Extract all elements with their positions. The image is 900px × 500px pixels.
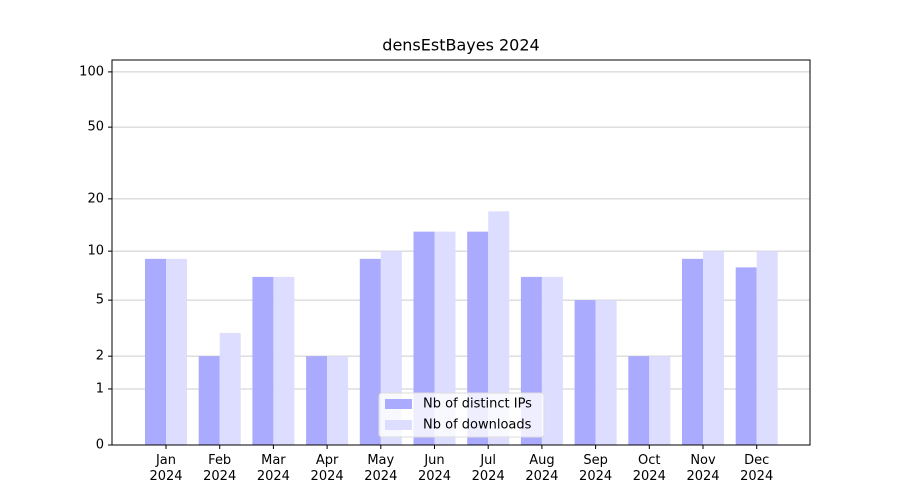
x-tick-label: May 2024 xyxy=(364,453,398,484)
bar xyxy=(628,356,650,445)
bar xyxy=(488,211,510,445)
legend: Nb of distinct IPs Nb of downloads xyxy=(378,392,545,438)
x-tick-label: Feb 2024 xyxy=(203,453,237,484)
x-tick-label: Jun 2024 xyxy=(417,453,452,484)
y-tick-label: 5 xyxy=(96,293,104,308)
x-tick-label: Jul 2024 xyxy=(471,453,505,484)
plot-frame xyxy=(111,59,811,446)
legend-label: Nb of downloads xyxy=(423,418,532,433)
bar xyxy=(735,267,757,445)
bar xyxy=(467,231,489,445)
legend-label: Nb of distinct IPs xyxy=(423,397,532,412)
x-tick-label: Apr 2024 xyxy=(310,453,344,484)
x-tick-label: Jan 2024 xyxy=(149,453,183,484)
legend-box xyxy=(378,392,545,438)
x-tick-label: Sep 2024 xyxy=(579,453,613,484)
y-tick-label: 1 xyxy=(96,381,104,396)
bar xyxy=(327,356,349,445)
bar xyxy=(252,276,274,445)
bar xyxy=(703,251,724,445)
bar xyxy=(682,258,703,445)
bar xyxy=(756,251,778,445)
bar xyxy=(273,276,295,445)
bar xyxy=(574,300,596,445)
bar xyxy=(166,258,187,445)
y-tick-label: 10 xyxy=(87,244,104,259)
x-tick-label: Nov 2024 xyxy=(686,453,720,484)
legend-swatch xyxy=(385,420,412,430)
x-tick-label: Oct 2024 xyxy=(632,453,666,484)
y-tick-label: 20 xyxy=(87,191,104,206)
bar xyxy=(649,356,671,445)
x-tick-label: Aug 2024 xyxy=(525,453,559,484)
bar xyxy=(413,231,435,445)
bar xyxy=(595,300,617,445)
y-tick-label: 0 xyxy=(96,438,104,453)
legend-swatch xyxy=(385,399,412,409)
chart-title: densEstBayes 2024 xyxy=(382,36,539,55)
bar xyxy=(306,356,328,445)
bar xyxy=(198,356,220,445)
x-tick-label: Dec 2024 xyxy=(740,453,774,484)
bar xyxy=(219,332,241,445)
bar xyxy=(434,231,456,445)
y-tick-label: 100 xyxy=(79,64,104,79)
bar xyxy=(359,258,381,445)
x-tick-label: Mar 2024 xyxy=(256,453,290,484)
y-tick-label: 50 xyxy=(87,120,104,135)
bar xyxy=(145,258,166,445)
bar xyxy=(541,276,563,445)
y-tick-label: 2 xyxy=(96,349,104,364)
